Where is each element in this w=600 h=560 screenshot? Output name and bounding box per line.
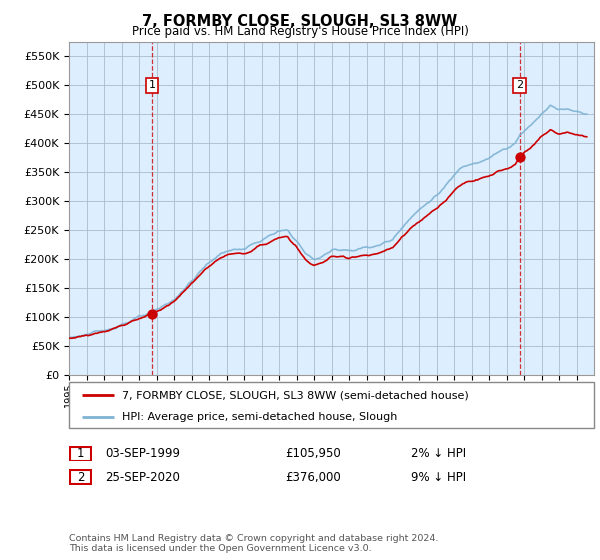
Text: 2: 2 xyxy=(77,470,84,484)
Text: HPI: Average price, semi-detached house, Slough: HPI: Average price, semi-detached house,… xyxy=(121,412,397,422)
Text: 2: 2 xyxy=(516,80,523,90)
Text: 7, FORMBY CLOSE, SLOUGH, SL3 8WW: 7, FORMBY CLOSE, SLOUGH, SL3 8WW xyxy=(142,14,458,29)
Text: 9% ↓ HPI: 9% ↓ HPI xyxy=(411,470,466,484)
Text: £376,000: £376,000 xyxy=(285,470,341,484)
Text: 7, FORMBY CLOSE, SLOUGH, SL3 8WW (semi-detached house): 7, FORMBY CLOSE, SLOUGH, SL3 8WW (semi-d… xyxy=(121,390,468,400)
Text: 2% ↓ HPI: 2% ↓ HPI xyxy=(411,447,466,460)
Text: 25-SEP-2020: 25-SEP-2020 xyxy=(105,470,180,484)
Text: 1: 1 xyxy=(77,447,84,460)
Point xyxy=(148,309,157,318)
Text: £105,950: £105,950 xyxy=(285,447,341,460)
Point xyxy=(515,153,524,162)
Text: Price paid vs. HM Land Registry's House Price Index (HPI): Price paid vs. HM Land Registry's House … xyxy=(131,25,469,38)
Text: 1: 1 xyxy=(149,80,155,90)
Text: 03-SEP-1999: 03-SEP-1999 xyxy=(105,447,180,460)
Text: Contains HM Land Registry data © Crown copyright and database right 2024.
This d: Contains HM Land Registry data © Crown c… xyxy=(69,534,439,553)
